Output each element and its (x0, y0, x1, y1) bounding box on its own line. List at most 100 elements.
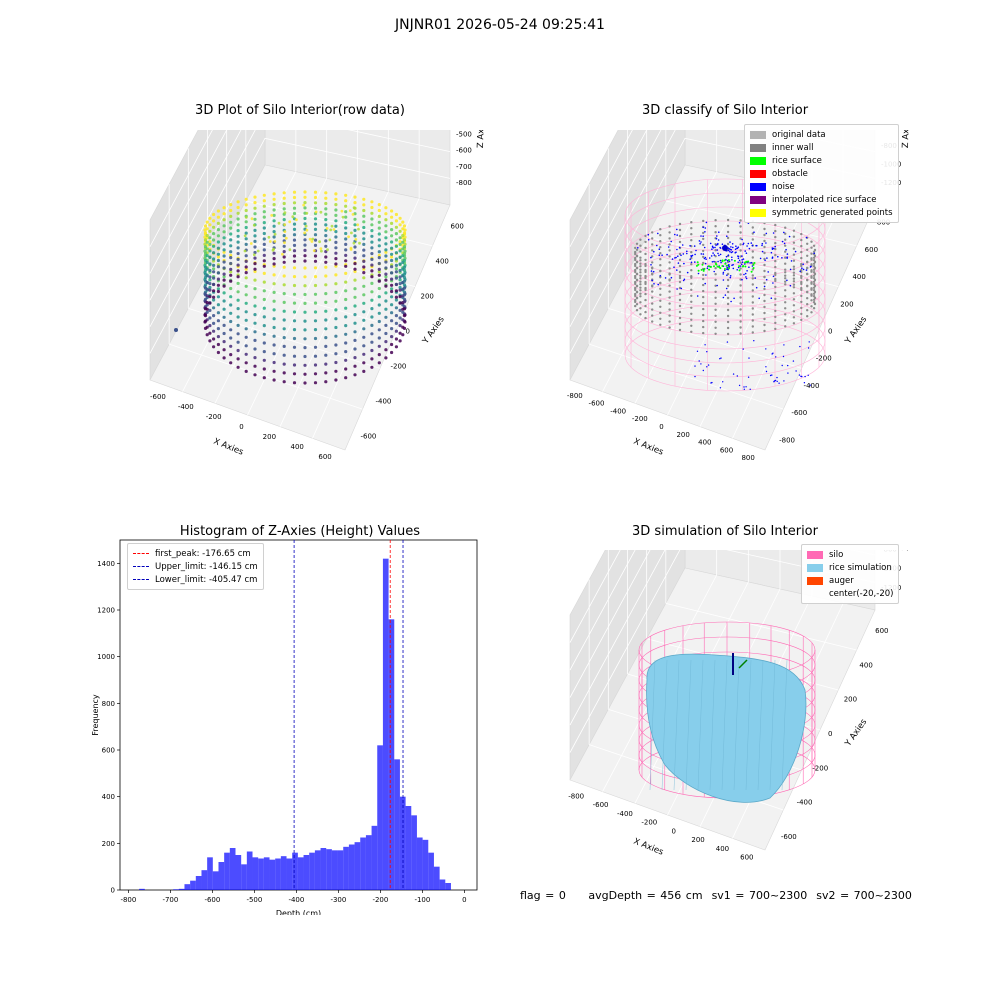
inner-wall-point (644, 286, 647, 290)
histogram-bar (212, 871, 219, 890)
inner-wall-point (634, 274, 637, 278)
data-point (282, 201, 286, 206)
inner-wall-point (678, 310, 682, 314)
data-point (222, 212, 226, 216)
histogram-bar (439, 879, 446, 890)
noise-point (771, 256, 774, 258)
inner-wall-point (651, 285, 654, 288)
data-point (222, 236, 226, 240)
inner-wall-point (806, 303, 809, 306)
data-point (377, 203, 381, 207)
inner-wall-point (659, 299, 662, 302)
inner-wall-point (774, 321, 777, 325)
noise-point (674, 233, 676, 236)
rice-surface-point (753, 262, 756, 264)
data-point (402, 245, 407, 249)
inner-wall-point (774, 309, 777, 313)
inner-wall-point (774, 273, 777, 277)
data-point (313, 354, 318, 358)
data-point (334, 360, 338, 365)
data-point (324, 371, 328, 375)
inner-wall-point (714, 302, 717, 305)
data-point (344, 226, 348, 230)
inner-wall-point (792, 271, 796, 274)
inner-wall-point (634, 264, 637, 268)
rice-surface-point (733, 259, 736, 262)
plot4-title: 3D simulation of Silo Interior (632, 524, 818, 539)
data-point (303, 266, 307, 270)
rice-mesh (745, 659, 752, 791)
data-point (222, 291, 226, 295)
data-point (216, 277, 220, 281)
data-point (292, 190, 297, 194)
noise-point (730, 300, 732, 303)
data-point (362, 208, 366, 213)
noise-point (742, 348, 744, 350)
inner-wall-point (792, 280, 796, 283)
noise-point (722, 296, 725, 299)
data-point (324, 207, 328, 211)
inner-wall-point (774, 277, 777, 281)
data-point (295, 218, 298, 222)
data-point (334, 192, 338, 196)
data-point (377, 244, 381, 248)
data-point (262, 226, 266, 230)
inner-wall-point (774, 327, 777, 331)
data-point (384, 218, 388, 222)
noise-point (802, 263, 804, 265)
plot4-3d: -800-600-400-2000200400600-600-400-20002… (568, 550, 913, 862)
y-tick-label: -400 (804, 382, 820, 390)
inner-wall-point (668, 279, 671, 282)
noise-point (709, 242, 712, 245)
noise-point (783, 242, 786, 245)
inner-wall-point (651, 290, 654, 293)
plot2-legend-item: original data (750, 128, 893, 141)
data-point (313, 283, 318, 288)
x-tick-label: -100 (414, 896, 430, 904)
noise-point (686, 250, 688, 253)
data-point (362, 214, 366, 218)
data-point (284, 236, 288, 240)
data-point (272, 352, 276, 356)
inner-wall-point (751, 256, 754, 259)
inner-wall-point (634, 252, 637, 256)
z-tick-label: -700 (456, 163, 472, 171)
plot2-legend-label: obstacle (772, 168, 808, 179)
inner-wall-point (678, 270, 682, 274)
noise-point (722, 279, 725, 281)
data-point (353, 278, 357, 282)
noise-point (735, 245, 737, 247)
y-tick-label: 0 (111, 887, 115, 895)
noise-point (667, 246, 670, 248)
data-point (282, 380, 286, 384)
noise-point (767, 271, 769, 273)
data-point (377, 250, 381, 254)
inner-wall-point (792, 259, 796, 262)
noise-point (744, 263, 746, 265)
noise-point (742, 258, 745, 260)
y-tick-label: 1200 (97, 607, 115, 615)
data-point (347, 235, 350, 239)
rice-surface-point (750, 270, 753, 273)
grid-line (589, 343, 784, 410)
data-point (292, 233, 297, 237)
data-point (212, 263, 216, 267)
noise-point (714, 246, 716, 249)
data-point (362, 248, 366, 252)
data-point (212, 257, 216, 261)
data-point (390, 295, 394, 299)
data-point (334, 251, 338, 255)
histogram-bar (314, 850, 321, 890)
data-point (394, 282, 398, 287)
inner-wall-point (800, 274, 803, 278)
status-footer: flag = 0 avgDepth = 456 cm sv1 = 700~230… (520, 889, 912, 902)
inner-wall-point (690, 221, 693, 224)
inner-wall-point (702, 243, 705, 247)
data-point (334, 208, 338, 212)
data-point (282, 218, 286, 222)
inner-wall-point (784, 232, 787, 235)
data-point (324, 362, 328, 366)
inner-wall-point (690, 227, 693, 230)
noise-point (746, 270, 748, 272)
inner-wall-point (659, 287, 662, 290)
